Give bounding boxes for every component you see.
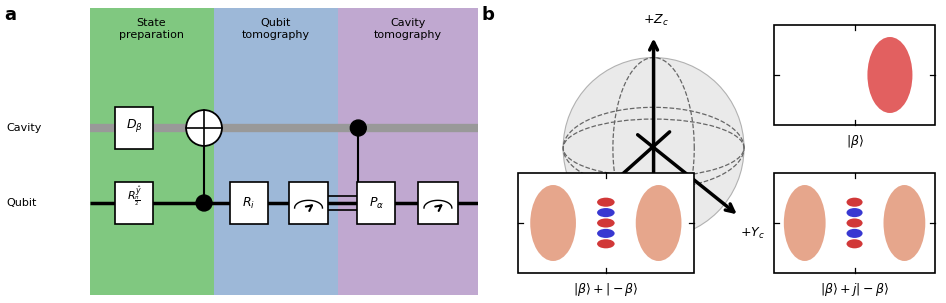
Text: Qubit: Qubit [6, 198, 36, 208]
Bar [115, 107, 153, 149]
Ellipse shape [867, 37, 913, 113]
Ellipse shape [597, 239, 615, 248]
Ellipse shape [847, 218, 863, 228]
Ellipse shape [784, 185, 826, 261]
Bar [517, 173, 693, 273]
Bar [230, 182, 268, 224]
Ellipse shape [196, 195, 212, 211]
Bar [774, 173, 935, 273]
Text: $+X_c$: $+X_c$ [548, 230, 573, 245]
Ellipse shape [597, 198, 615, 207]
Bar [418, 182, 458, 224]
Text: b: b [482, 6, 495, 24]
Ellipse shape [597, 208, 615, 217]
Ellipse shape [597, 218, 615, 228]
Text: Cavity: Cavity [6, 123, 42, 133]
Text: a: a [4, 6, 16, 24]
Ellipse shape [847, 229, 863, 238]
Text: $|\beta\rangle+|-\beta\rangle$: $|\beta\rangle+|-\beta\rangle$ [573, 281, 639, 298]
Text: Qubit
tomography: Qubit tomography [241, 18, 309, 40]
Bar [339, 8, 478, 295]
Text: $R_i$: $R_i$ [242, 195, 255, 211]
Bar [358, 182, 395, 224]
Bar [289, 182, 328, 224]
Ellipse shape [531, 185, 576, 261]
Text: $+Z_c$: $+Z_c$ [642, 12, 669, 28]
Text: $P_\alpha$: $P_\alpha$ [369, 195, 384, 211]
Bar [90, 8, 214, 295]
Text: $R^{\hat{y}}_{\frac{\pi}{2}}$: $R^{\hat{y}}_{\frac{\pi}{2}}$ [127, 185, 142, 209]
Bar [115, 182, 153, 224]
Bar [774, 25, 935, 125]
Ellipse shape [597, 229, 615, 238]
Ellipse shape [847, 198, 863, 207]
Ellipse shape [884, 185, 925, 261]
Text: $D_\beta$: $D_\beta$ [126, 118, 143, 135]
Text: $|\beta\rangle$: $|\beta\rangle$ [846, 133, 864, 150]
Ellipse shape [186, 110, 222, 146]
Text: Cavity
tomography: Cavity tomography [374, 18, 442, 40]
Ellipse shape [350, 120, 366, 136]
Text: State
preparation: State preparation [119, 18, 184, 40]
Text: $|\beta\rangle+j|-\beta\rangle$: $|\beta\rangle+j|-\beta\rangle$ [820, 281, 889, 298]
Ellipse shape [847, 208, 863, 217]
Bar [214, 8, 339, 295]
Text: $+Y_c$: $+Y_c$ [740, 226, 764, 241]
Ellipse shape [636, 185, 681, 261]
Ellipse shape [563, 58, 744, 238]
Ellipse shape [847, 239, 863, 248]
